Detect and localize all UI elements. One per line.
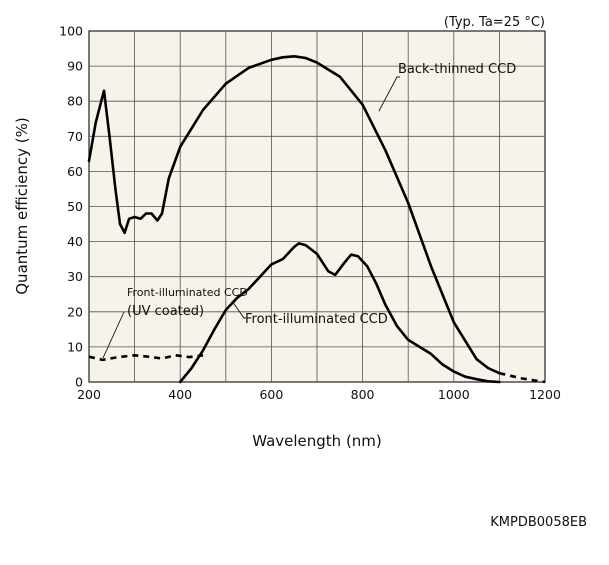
back-thinned-leader — [378, 76, 400, 112]
x-tick-label: 800 — [351, 387, 375, 402]
series-line-back-thinned-ccd — [87, 55, 501, 375]
y-tick-labels: 0 10 20 30 40 50 60 70 80 90 100 — [59, 24, 83, 390]
series-line-front-illuminated-ccd — [178, 242, 501, 384]
y-tick-label: 60 — [67, 164, 83, 179]
y-tick-label: 90 — [67, 59, 83, 74]
x-tick-label: 400 — [168, 387, 192, 402]
y-tick-label: 20 — [67, 304, 83, 319]
x-tick-labels: 200 400 600 800 1000 1200 — [77, 387, 561, 402]
x-tick-label: 200 — [77, 387, 101, 402]
y-tick-label: 70 — [67, 129, 83, 144]
x-axis-title: Wavelength (nm) — [252, 432, 382, 450]
document-code: KMPDB0058EB — [490, 515, 587, 530]
front-uv-leader — [102, 311, 125, 359]
y-tick-label: 50 — [67, 199, 83, 214]
x-tick-label: 600 — [259, 387, 283, 402]
y-tick-label: 0 — [75, 375, 83, 390]
y-tick-label: 30 — [67, 269, 83, 284]
front-uv-label-line1: Front-illuminated CCD — [127, 286, 248, 299]
y-grid — [89, 65, 545, 348]
front-illuminated-leader — [231, 300, 246, 319]
series-line-back-thinned-ccd-extension — [499, 371, 546, 384]
conditions-note: (Typ. Ta=25 °C) — [444, 15, 545, 30]
y-tick-label: 100 — [59, 24, 83, 39]
front-uv-label-line2: (UV coated) — [127, 304, 204, 319]
x-tick-label: 1000 — [438, 387, 470, 402]
series-line-front-illuminated-ccd-uv-coated — [88, 354, 204, 362]
x-tick-label: 1200 — [529, 387, 561, 402]
y-tick-label: 80 — [67, 94, 83, 109]
y-axis-title: Quantum efficiency (%) — [13, 117, 31, 295]
back-thinned-label: Back-thinned CCD — [398, 62, 516, 77]
front-illuminated-label: Front-illuminated CCD — [245, 312, 388, 327]
y-tick-label: 40 — [67, 234, 83, 249]
y-tick-label: 10 — [67, 339, 83, 354]
series-layer — [87, 55, 546, 384]
quantum-efficiency-chart: (Typ. Ta=25 °C) 200 400 600 800 1000 1200 0 10… — [13, 15, 561, 450]
